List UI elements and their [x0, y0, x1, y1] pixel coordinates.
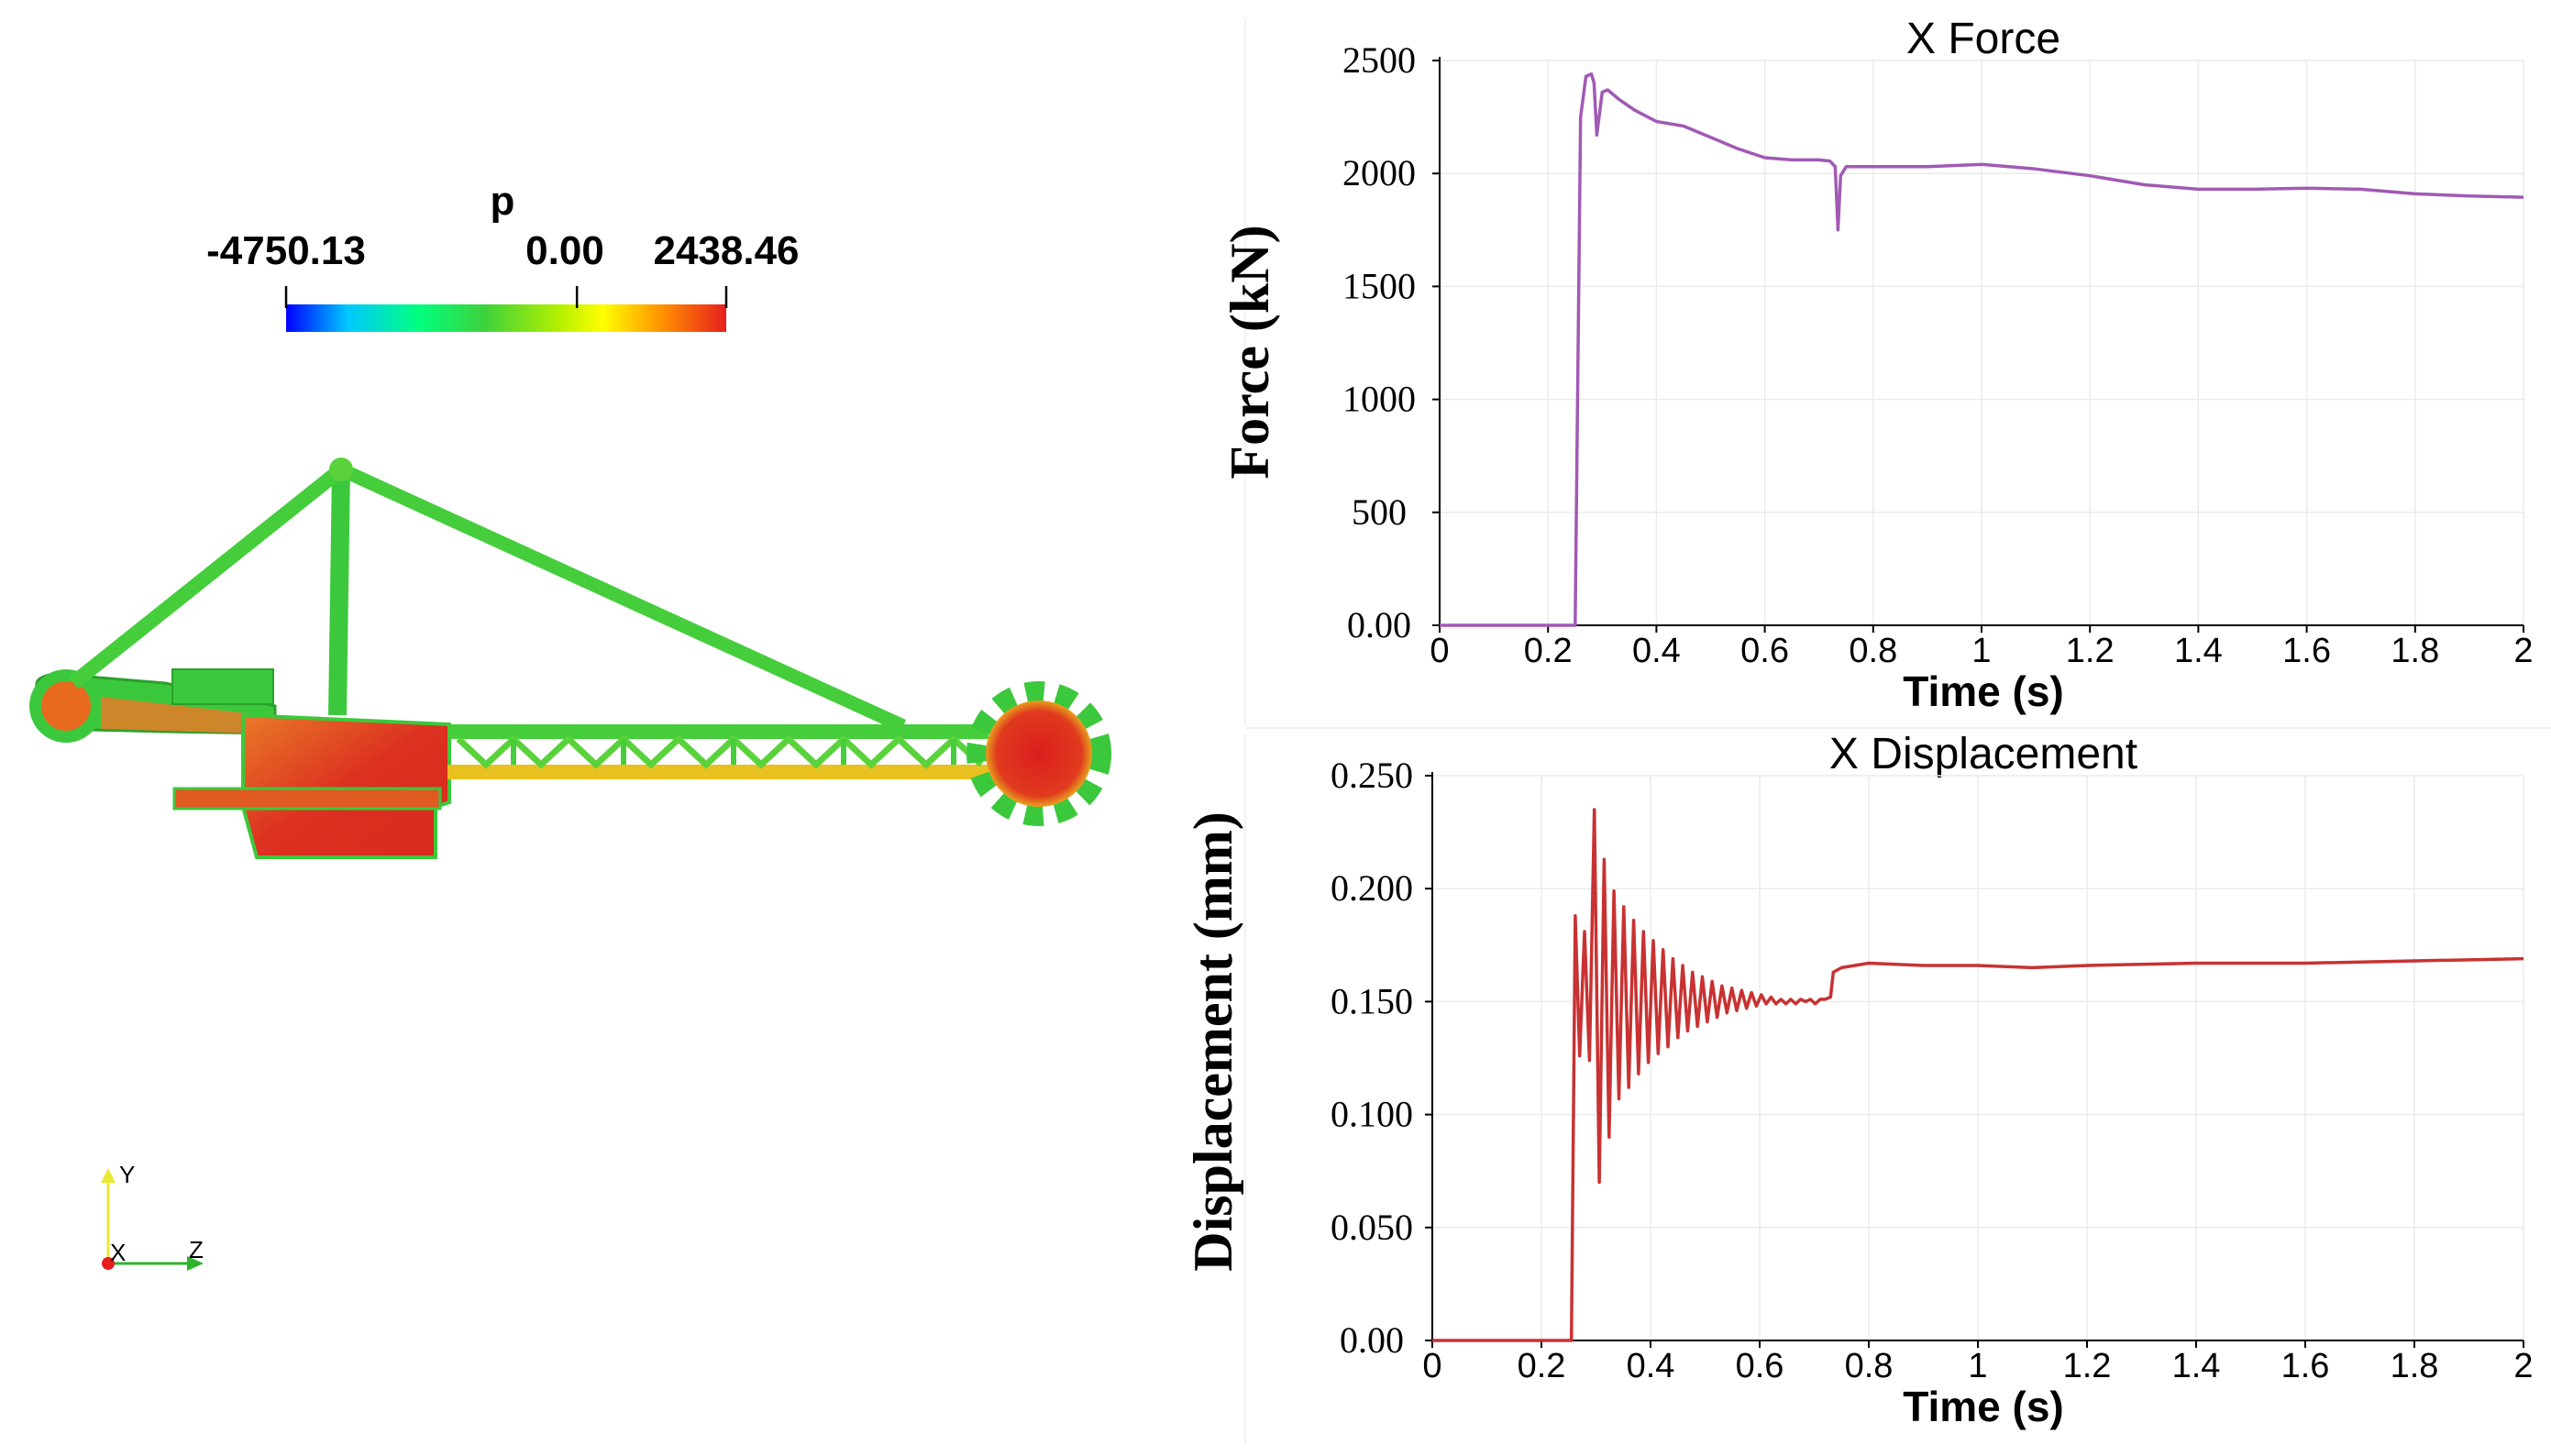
- axis-z-arrow: [187, 1256, 204, 1271]
- disp-y-ticks: 0.00 0.050 0.100 0.150 0.200 0.250: [1331, 755, 1432, 1361]
- x-tick-label: 2: [2513, 1347, 2533, 1385]
- truss-verticals: [511, 739, 956, 765]
- lower-platform: [172, 787, 442, 811]
- colorbar-gradient: [286, 304, 726, 332]
- excavator-structure: [29, 458, 1111, 859]
- x-tick-label: 1.2: [2063, 1347, 2112, 1385]
- disp-x-ticks: 0 0.2 0.4 0.6 0.8 1 1.2 1.4 1.6 1.8 2: [1422, 1340, 2534, 1385]
- bucket-wheel: [966, 681, 1111, 826]
- disp-chart-title: X Displacement: [1829, 730, 2137, 778]
- x-tick-label: 0.4: [1632, 632, 1681, 670]
- force-x-ticks: 0 0.2 0.4 0.6 0.8 1 1.2 1.4 1.6 1.8 2: [1430, 625, 2534, 670]
- y-tick-label: 0.150: [1331, 980, 1413, 1021]
- x-tick-label: 1.4: [2174, 632, 2223, 670]
- disp-y-label: Displacement (mm): [1183, 811, 1243, 1272]
- bucket-wheel-teeth: [966, 681, 1111, 826]
- x-tick-label: 1.6: [2282, 632, 2331, 670]
- truss-bottom-chord: [447, 765, 988, 779]
- colorbar-mid-label: 0.00: [525, 228, 604, 273]
- x-tick-label: 0.8: [1849, 632, 1897, 670]
- counterweight-hot-spot: [41, 681, 91, 731]
- force-y-label: Force (kN): [1220, 225, 1280, 479]
- rear-stay: [69, 463, 346, 689]
- x-tick-label: 0.8: [1845, 1347, 1894, 1385]
- colorbar-variable-label: p: [491, 179, 515, 224]
- truss-top-chord: [447, 724, 988, 739]
- axis-z-label: Z: [189, 1236, 204, 1263]
- y-tick-label: 2000: [1342, 152, 1416, 193]
- x-tick-label: 0.4: [1627, 1347, 1675, 1385]
- mast: [328, 467, 350, 716]
- x-tick-label: 0.6: [1740, 632, 1789, 670]
- axis-y-label: Y: [119, 1161, 135, 1188]
- x-tick-label: 1: [1968, 1347, 1987, 1385]
- colorbar: p -4750.13 0.00 2438.46: [206, 179, 800, 332]
- colorbar-min-label: -4750.13: [206, 228, 366, 273]
- axis-y-arrow: [101, 1168, 116, 1183]
- y-tick-label: 0.250: [1331, 755, 1413, 796]
- truss-diagonals: [456, 734, 984, 769]
- x-tick-label: 0.2: [1518, 1347, 1566, 1385]
- force-chart-title: X Force: [1906, 15, 2060, 63]
- contour-view: p -4750.13 0.00 2438.46: [29, 179, 1111, 1271]
- y-tick-label: 2500: [1342, 39, 1416, 81]
- axis-x-label: X: [110, 1239, 126, 1266]
- x-tick-label: 0: [1422, 1347, 1441, 1385]
- force-series-line: [1440, 72, 2524, 627]
- x-tick-label: 0.6: [1736, 1347, 1784, 1385]
- x-tick-label: 1.2: [2066, 632, 2115, 670]
- orientation-axes: Y Z X: [101, 1161, 204, 1271]
- y-tick-label: 1000: [1342, 379, 1416, 420]
- force-x-label: Time (s): [1903, 667, 2064, 715]
- x-tick-label: 0.2: [1524, 632, 1573, 670]
- front-stay: [337, 463, 907, 733]
- x-tick-label: 1.6: [2281, 1347, 2330, 1385]
- y-tick-label: 1500: [1342, 265, 1416, 306]
- y-tick-label: 0.050: [1331, 1207, 1413, 1248]
- y-tick-label: 0.00: [1340, 1319, 1404, 1361]
- x-tick-label: 1.8: [2391, 1347, 2439, 1385]
- x-tick-label: 1.8: [2391, 632, 2439, 670]
- y-tick-label: 0.100: [1331, 1094, 1413, 1135]
- bucket-wheel-hub: [986, 700, 1092, 807]
- y-tick-label: 0.00: [1347, 604, 1411, 645]
- superstructure: [241, 712, 451, 859]
- colorbar-max-label: 2438.46: [653, 228, 799, 273]
- disp-series-line: [1432, 808, 2524, 1342]
- x-tick-label: 2: [2513, 632, 2533, 670]
- force-y-ticks: 0.00 500 1000 1500 2000 2500: [1342, 39, 1440, 645]
- y-tick-label: 0.200: [1331, 867, 1413, 909]
- wheel-boom-truss: [447, 724, 988, 779]
- cabin: [171, 668, 274, 705]
- y-tick-label: 500: [1352, 491, 1407, 533]
- mast-top: [329, 458, 353, 481]
- force-gridlines: [1439, 60, 2524, 626]
- axis-x-point: [102, 1257, 115, 1270]
- counterweight-boom-stress: [101, 697, 248, 734]
- x-tick-label: 0: [1430, 632, 1449, 670]
- x-tick-label: 1.4: [2172, 1347, 2221, 1385]
- x-tick-label: 1: [1971, 632, 1991, 670]
- disp-x-label: Time (s): [1903, 1383, 2064, 1430]
- displacement-chart: X Displacement 0.000.0500.1000.1500.2000…: [1183, 727, 2551, 1444]
